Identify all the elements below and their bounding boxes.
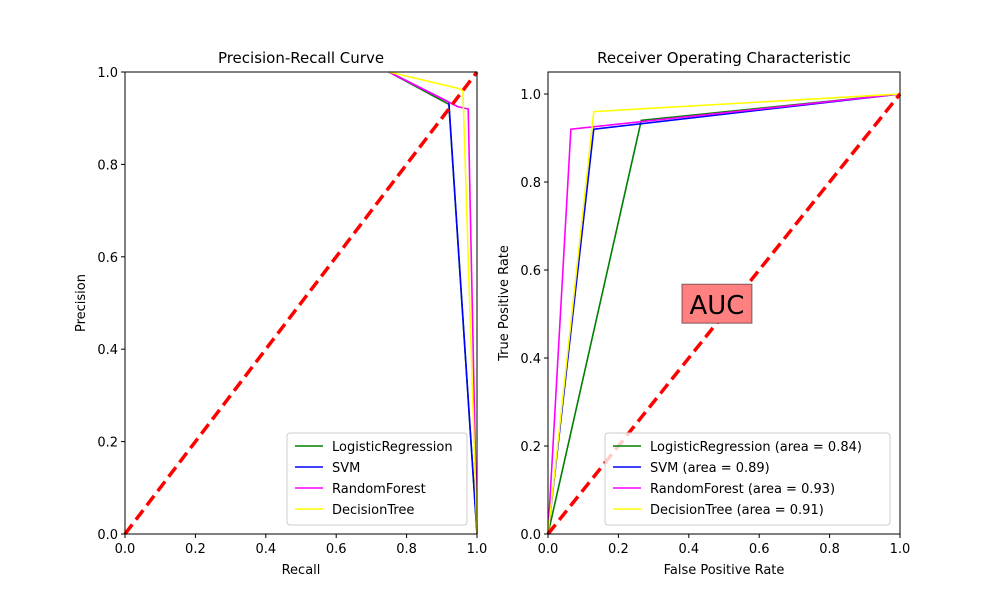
roc-axes-frame — [547, 71, 901, 535]
pr-legend-box — [286, 432, 468, 526]
auc-annotation-text: AUC — [689, 291, 744, 321]
roc-x-tick-label: 0.2 — [608, 542, 629, 557]
roc-panel: 0.0 0.2 0.4 0.6 0.8 1.0 0.0 0.2 0.4 0.6 0.8 1.0 Rec… — [497, 49, 910, 578]
pr-legend-label: LogisticRegression — [332, 440, 453, 455]
roc-y-axis-label: True Positive Rate — [497, 245, 512, 362]
pr-y-tick-label: 1.0 — [97, 66, 118, 81]
roc-y-tick-label: 1.0 — [520, 88, 541, 103]
pr-series-layer — [123, 70, 479, 536]
roc-series-line-4 — [547, 93, 901, 535]
roc-x-tick-label: 0.8 — [819, 542, 840, 557]
roc-y-tick-label: 0.8 — [520, 176, 541, 191]
precision-recall-panel: 0.0 0.2 0.4 0.6 0.8 1.0 0.0 0.2 0.4 0.6 0.8 1.0 Pre… — [74, 49, 487, 578]
pr-reference-diagonal — [123, 70, 479, 536]
roc-y-tick-label: 0.4 — [520, 352, 541, 367]
roc-legend: LogisticRegression (area = 0.84) SVM (are… — [604, 432, 891, 526]
roc-y-tick-label: 0.0 — [520, 528, 541, 543]
pr-x-tick-label: 0.8 — [396, 542, 417, 557]
pr-y-tick-label: 0.6 — [97, 251, 118, 266]
pr-y-axis-label: Precision — [74, 274, 89, 332]
pr-series-line-4 — [388, 71, 478, 535]
roc-chart-title: Receiver Operating Characteristic — [597, 49, 851, 67]
roc-x-tick-label: 0.4 — [678, 542, 699, 557]
pr-x-tick-label: 0.4 — [255, 542, 276, 557]
roc-legend-label: DecisionTree (area = 0.91) — [650, 503, 824, 518]
pr-x-axis-label: Recall — [282, 563, 321, 578]
pr-tick-layer: 0.0 0.2 0.4 0.6 0.8 1.0 0.0 0.2 0.4 0.6 0.8 1.0 — [97, 66, 487, 557]
roc-y-tick-label: 0.6 — [520, 264, 541, 279]
roc-annotation: AUC — [681, 283, 753, 324]
roc-tick-layer: 0.0 0.2 0.4 0.6 0.8 1.0 0.0 0.2 0.4 0.6 0.8 1.0 — [520, 88, 910, 557]
pr-y-tick-label: 0.8 — [97, 158, 118, 173]
pr-legend-label: RandomForest — [332, 482, 426, 497]
auc-annotation-box — [681, 283, 753, 324]
pr-x-tick-label: 0.0 — [115, 542, 136, 557]
pr-y-tick-label: 0.4 — [97, 343, 118, 358]
roc-legend-label: LogisticRegression (area = 0.84) — [650, 440, 862, 455]
roc-x-tick-label: 0.6 — [749, 542, 770, 557]
roc-x-axis-label: False Positive Rate — [664, 563, 785, 578]
pr-x-tick-label: 1.0 — [467, 542, 488, 557]
roc-x-tick-label: 0.0 — [538, 542, 559, 557]
roc-x-tick-label: 1.0 — [890, 542, 911, 557]
pr-x-tick-label: 0.6 — [326, 542, 347, 557]
roc-legend-label: SVM (area = 0.89) — [650, 461, 770, 476]
roc-y-tick-label: 0.2 — [520, 440, 541, 455]
pr-legend: LogisticRegression SVM RandomForest Decisio… — [286, 432, 468, 526]
pr-axes-frame — [124, 71, 478, 535]
pr-x-tick-label: 0.2 — [185, 542, 206, 557]
pr-chart-title: Precision-Recall Curve — [218, 49, 384, 67]
pr-legend-label: SVM — [332, 461, 360, 476]
pr-y-tick-label: 0.0 — [97, 528, 118, 543]
roc-legend-label: RandomForest (area = 0.93) — [650, 482, 835, 497]
pr-y-tick-label: 0.2 — [97, 436, 118, 451]
roc-series-line-3 — [547, 93, 901, 535]
pr-legend-label: DecisionTree — [332, 503, 414, 518]
roc-legend-box — [604, 432, 891, 526]
